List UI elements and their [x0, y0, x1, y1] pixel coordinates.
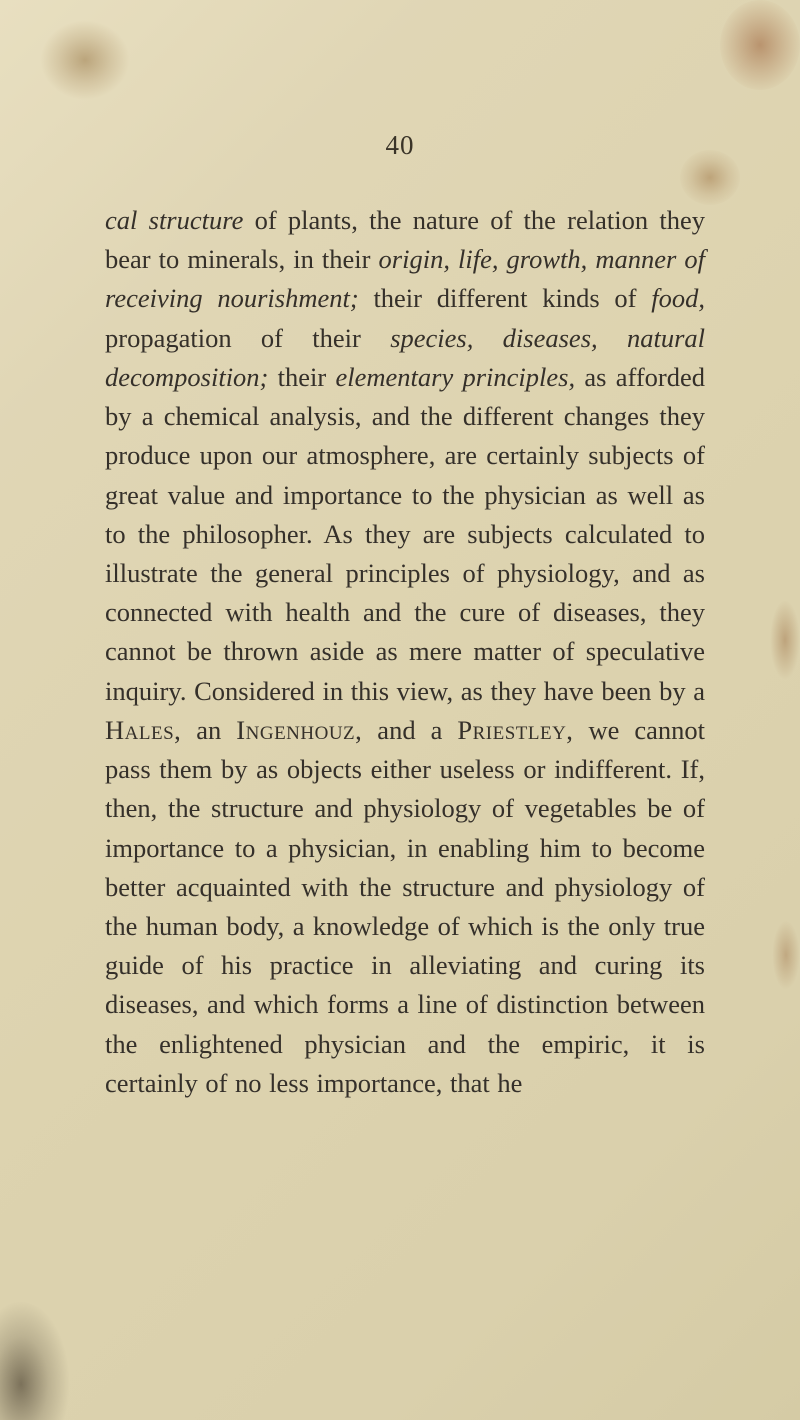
- text-run: their: [268, 362, 335, 392]
- text-run: as afforded by a chemical analysis, and …: [105, 362, 705, 706]
- italic-phrase-cal-structure: cal structure: [105, 205, 243, 235]
- stain-top-right: [720, 0, 800, 90]
- stain-thumb-bottom-left: [0, 1300, 70, 1420]
- italic-phrase-elementary: elementary principles,: [336, 362, 576, 392]
- smallcaps-hales: Hales,: [105, 715, 181, 745]
- text-run: their different kinds of: [359, 283, 652, 313]
- text-run: we can­not pass them by as objects eithe…: [105, 715, 705, 1098]
- smallcaps-ingenhouz: Ingenhouz,: [236, 715, 362, 745]
- text-run: propagation of their: [105, 323, 390, 353]
- text-run: and a: [362, 715, 457, 745]
- stain-right-edge-1: [770, 600, 800, 680]
- body-paragraph: cal structure of plants, the nature of t…: [0, 161, 800, 1103]
- stain-mid-right: [680, 150, 740, 205]
- stain-top-left: [40, 20, 130, 100]
- text-run: an: [181, 715, 236, 745]
- smallcaps-priestley: Priestley,: [457, 715, 573, 745]
- stain-right-edge-2: [772, 920, 800, 990]
- italic-word-food: food,: [651, 283, 705, 313]
